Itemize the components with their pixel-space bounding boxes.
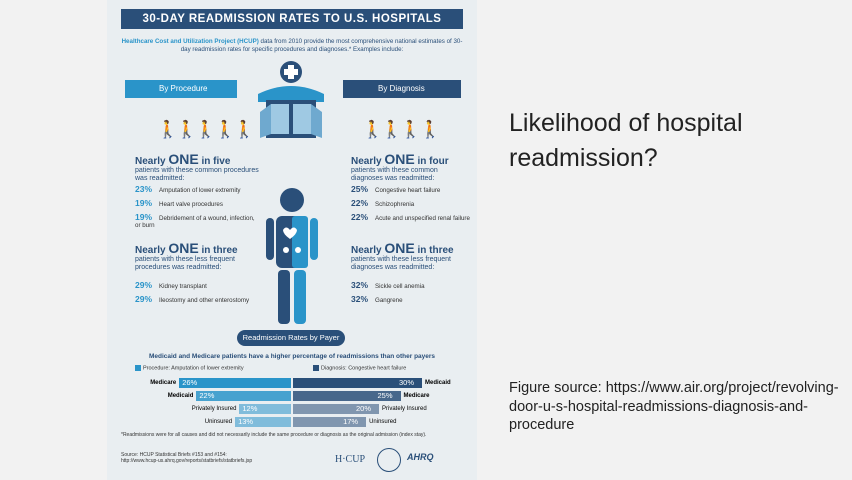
procedure-people-icon: 🚶🚶🚶🚶🚶 bbox=[157, 120, 255, 139]
ahrq-logo: AHRQ bbox=[407, 452, 434, 462]
payer-bar-left bbox=[179, 378, 291, 388]
payer-value-left: 22% bbox=[199, 391, 215, 400]
diag-less-section: Nearly ONE in three patients with these … bbox=[351, 240, 454, 271]
hhs-logo-icon bbox=[377, 448, 401, 472]
payer-value-right: 20% bbox=[356, 404, 372, 413]
proc-item: 19% Heart valve procedures bbox=[135, 198, 223, 208]
payer-bar-right bbox=[293, 391, 401, 401]
payer-label-right: Privately Insured bbox=[382, 406, 427, 412]
payer-label-right: Uninsured bbox=[369, 419, 397, 425]
payer-value-right: 17% bbox=[343, 417, 359, 426]
infographic: 30-DAY READMISSION RATES TO U.S. HOSPITA… bbox=[107, 0, 477, 480]
payer-value-right: 30% bbox=[399, 378, 415, 387]
payer-value-left: 26% bbox=[182, 378, 198, 387]
logos: H·CUP AHRQ bbox=[329, 446, 469, 474]
payer-bar-left bbox=[239, 404, 291, 414]
payer-row: Uninsured 13% 17% Uninsured bbox=[121, 416, 463, 428]
diag-item: 22% Schizophrenia bbox=[351, 198, 415, 208]
payer-value-left: 12% bbox=[242, 404, 258, 413]
payer-bar-right bbox=[293, 404, 379, 414]
diag-item: 32% Sickle cell anemia bbox=[351, 280, 425, 290]
slide-question: Likelihood of hospital readmission? bbox=[509, 109, 743, 172]
payer-subtitle: Medicaid and Medicare patients have a hi… bbox=[148, 353, 436, 360]
proc-common-section: Nearly ONE in five patients with these c… bbox=[135, 151, 259, 182]
payer-bar-right bbox=[293, 378, 422, 388]
payer-row: Privately Insured 12% 20% Privately Insured bbox=[121, 403, 463, 415]
infographic-title: 30-DAY READMISSION RATES TO U.S. HOSPITA… bbox=[121, 9, 463, 29]
payer-label-left: Uninsured bbox=[204, 419, 233, 425]
diagnosis-people-icon: 🚶🚶🚶🚶 bbox=[362, 120, 441, 139]
payer-label-left: Privately Insured bbox=[191, 406, 237, 412]
hospital-door-icon bbox=[258, 61, 324, 138]
diag-item: 25% Congestive heart failure bbox=[351, 184, 441, 194]
payer-section-title: Readmission Rates by Payer bbox=[237, 330, 345, 346]
payer-value-right: 25% bbox=[377, 391, 393, 400]
payer-bar-right bbox=[293, 417, 367, 427]
payer-label-left: Medicare bbox=[150, 380, 177, 386]
source-text: Source: HCUP Statistical Briefs #153 and… bbox=[121, 452, 253, 464]
payer-row: Medicare 26% 30% Medicaid bbox=[121, 377, 463, 389]
proc-item: 19% Debridement of a wound, infection, or… bbox=[135, 212, 255, 229]
legend-procedure: Procedure: Amputation of lower extremity bbox=[135, 365, 244, 371]
figure-source: Figure source: https://www.air.org/proje… bbox=[509, 380, 839, 433]
payer-bar-left bbox=[235, 417, 291, 427]
infographic-intro: Healthcare Cost and Utilization Project … bbox=[121, 38, 463, 53]
payer-value-left: 13% bbox=[238, 417, 254, 426]
payer-label-right: Medicaid bbox=[425, 380, 451, 386]
diag-common-section: Nearly ONE in four patients with these c… bbox=[351, 151, 449, 182]
patient-figure-icon bbox=[266, 188, 318, 324]
by-diagnosis-bar: By Diagnosis bbox=[343, 80, 461, 98]
payer-label-right: Medicare bbox=[403, 393, 430, 399]
payer-row: Medicaid 22% 25% Medicare bbox=[121, 390, 463, 402]
proc-less-section: Nearly ONE in three patients with these … bbox=[135, 240, 238, 271]
footnote: *Readmissions were for all causes and di… bbox=[121, 432, 427, 438]
diag-item: 22% Acute and unspecified renal failure bbox=[351, 212, 470, 222]
hcup-logo: H·CUP bbox=[335, 454, 366, 465]
payer-bar-left bbox=[196, 391, 291, 401]
proc-item: 29% Ileostomy and other enterostomy bbox=[135, 294, 250, 304]
proc-item: 23% Amputation of lower extremity bbox=[135, 184, 241, 194]
diag-item: 32% Gangrene bbox=[351, 294, 403, 304]
proc-item: 29% Kidney transplant bbox=[135, 280, 207, 290]
legend-diagnosis: Diagnosis: Congestive heart failure bbox=[313, 365, 406, 371]
by-procedure-bar: By Procedure bbox=[125, 80, 237, 98]
payer-label-left: Medicaid bbox=[167, 393, 194, 399]
